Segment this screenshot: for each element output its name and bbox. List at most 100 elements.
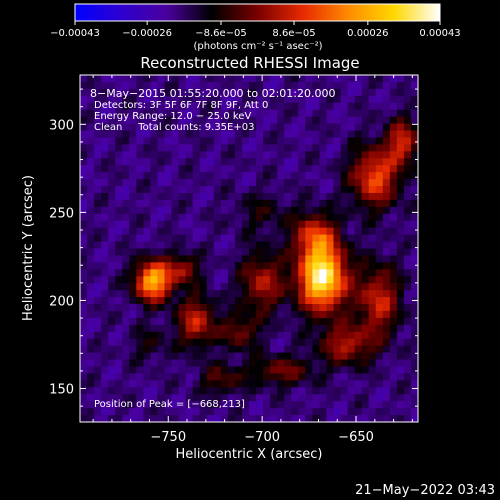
heatmap-cell [333,213,341,222]
heatmap-cell [389,366,398,374]
heatmap-cell [284,415,292,422]
heatmap-cell [206,109,215,118]
heatmap-cell [326,109,334,118]
heatmap-cell [143,123,151,131]
heatmap-cell [227,130,236,138]
heatmap-cell [80,352,88,360]
heatmap-cell [129,75,137,83]
heatmap-cell [368,366,377,374]
heatmap-cell [220,137,229,145]
heatmap-cell [171,401,179,409]
heatmap-cell [298,345,306,353]
heatmap-cell [129,179,137,187]
heatmap-cell [199,290,208,298]
heatmap-cell [298,262,306,270]
heatmap-cell [178,227,187,236]
heatmap-cell [213,345,222,353]
heatmap-cell [368,262,377,270]
heatmap-cell [192,102,201,111]
heatmap-cell [305,227,313,236]
heatmap-cell [115,192,123,201]
heatmap-cell [150,144,158,152]
heatmap-cell [220,227,229,236]
heatmap-cell [122,359,130,367]
heatmap-cell [101,269,109,277]
heatmap-cell [164,304,172,312]
heatmap-cell [108,123,116,131]
heatmap-cell [241,158,250,166]
heatmap-cell [368,415,377,422]
heatmap-cell [234,95,243,104]
heatmap-cell [396,310,405,319]
heatmap-cell [319,290,327,298]
heatmap-cell [80,276,88,284]
heatmap-cell [115,172,123,180]
heatmap-cell [101,380,109,388]
heatmap-cell [410,352,418,360]
heatmap-cell [178,310,187,319]
heatmap-cell [375,234,384,242]
heatmap-cell [192,297,201,305]
heatmap-cell [122,408,130,416]
heatmap-cell [157,345,165,353]
heatmap-cell [410,283,418,291]
heatmap-cell [94,123,102,131]
heatmap-cell [87,172,95,180]
heatmap-cell [403,88,412,97]
heatmap-cell [94,227,102,236]
heatmap-cell [101,276,109,284]
heatmap-cell [220,387,229,395]
heatmap-cell [347,192,356,201]
heatmap-cell [249,95,257,104]
heatmap-cell [192,123,201,131]
heatmap-cell [249,331,257,340]
heatmap-cell [206,359,215,367]
heatmap-cell [403,206,412,215]
heatmap-cell [136,144,144,152]
heatmap-cell [171,415,179,422]
heatmap-cell [185,220,194,229]
heatmap-cell [241,276,250,284]
heatmap-cell [319,415,327,422]
heatmap-cell [150,75,158,83]
heatmap-cell [312,220,320,229]
heatmap-cell [361,158,370,166]
heatmap-cell [129,248,137,256]
heatmap-cell [375,415,384,422]
heatmap-cell [354,401,363,409]
heatmap-cell [375,116,384,124]
heatmap-cell [256,324,264,333]
heatmap-cell [368,165,377,173]
heatmap-cell [298,234,306,242]
heatmap-cell [101,408,109,416]
heatmap-cell [150,192,158,201]
heatmap-cell [87,290,95,298]
heatmap-cell [80,359,88,367]
heatmap-cell [410,373,418,381]
heatmap-cell [263,130,271,138]
heatmap-cell [87,304,95,312]
heatmap-cell [396,130,405,138]
heatmap-cell [284,304,292,312]
heatmap-cell [199,373,208,381]
heatmap-cell [206,338,215,347]
heatmap-cell [234,151,243,159]
heatmap-cell [375,324,384,333]
heatmap-cell [171,276,179,284]
heatmap-cell [101,172,109,180]
heatmap-cell [122,151,130,159]
heatmap-cell [213,95,222,104]
heatmap-cell [101,81,109,90]
heatmap-cell [164,290,172,298]
colorbar-ticks [74,21,441,25]
heatmap-cell [80,116,88,124]
heatmap-cell [143,255,151,263]
heatmap-cell [115,102,123,111]
heatmap-cell [178,241,187,249]
heatmap-cell [241,415,250,422]
heatmap-cell [340,95,348,104]
heatmap-cell [171,366,179,374]
heatmap-cell [333,359,341,367]
heatmap-cell [277,359,285,367]
heatmap-cell [354,192,363,201]
